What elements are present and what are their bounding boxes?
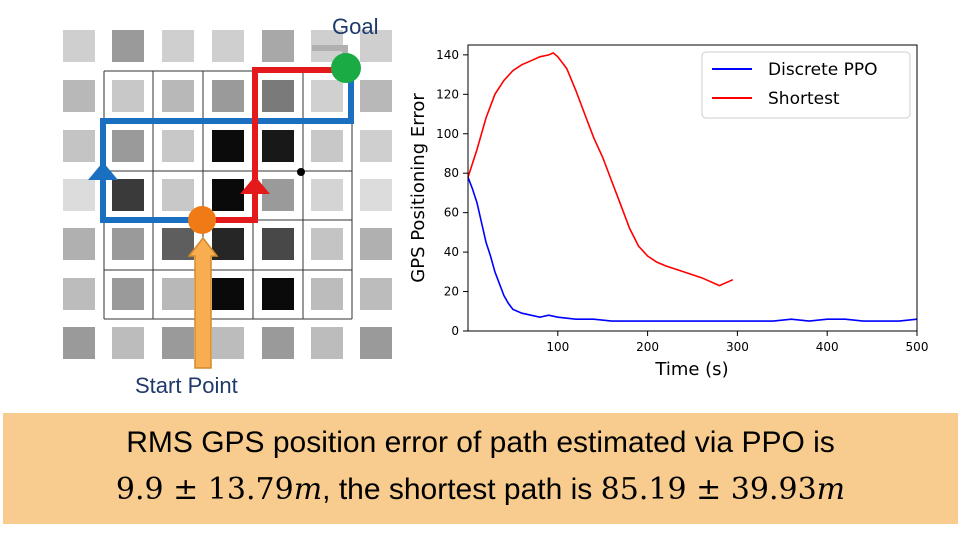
grid-cell	[112, 228, 144, 260]
x-tick-label: 200	[636, 340, 659, 354]
grid-cell	[262, 80, 294, 112]
grid-cell	[360, 179, 392, 211]
grid-cell	[212, 327, 244, 359]
grid-cell	[63, 228, 95, 260]
y-tick-label: 40	[444, 245, 459, 259]
ppo-path-arrow	[88, 162, 118, 180]
grid-cell	[360, 80, 392, 112]
grid-cell	[360, 327, 392, 359]
caption-middle-text: , the shortest path is	[322, 473, 593, 506]
grid-cell	[63, 179, 95, 211]
grid-cell	[311, 278, 343, 310]
chart-series	[467, 51, 918, 322]
y-tick-label: 140	[436, 48, 459, 62]
grid-cell	[360, 278, 392, 310]
grid-cell	[262, 278, 294, 310]
shortest-error-value: 85.19 ± 39.93m	[600, 472, 846, 507]
grid-cell	[212, 30, 244, 62]
grid-world-diagram	[63, 30, 392, 369]
marker-dot	[297, 168, 305, 176]
grid-cell	[212, 278, 244, 310]
grid-cell	[63, 80, 95, 112]
grid-cell	[262, 327, 294, 359]
series-line-shortest	[467, 51, 734, 287]
grid-cell	[162, 179, 194, 211]
chart-legend: Discrete PPO Shortest	[701, 51, 911, 119]
grid-cell	[162, 130, 194, 162]
grid-cell	[112, 179, 144, 211]
grid-cell	[311, 228, 343, 260]
y-tick-label: 0	[451, 324, 459, 338]
gps-error-chart: 0 20 40 60 80 100 120 140 100 200 300 400 500 Time …	[408, 44, 928, 380]
start-point-label: Start Point	[135, 373, 238, 398]
grid-cell	[112, 80, 144, 112]
legend-box	[701, 51, 911, 119]
plot-frame	[467, 44, 918, 332]
caption-line-1: RMS GPS position error of path estimated…	[126, 426, 835, 459]
caption-line-2: 9.9 ± 13.79m, the shortest path is 85.19…	[3, 472, 958, 507]
y-tick-label: 80	[444, 166, 459, 180]
x-axis-label: Time (s)	[654, 359, 728, 380]
x-tick-label: 100	[546, 340, 569, 354]
grid-cell	[162, 30, 194, 62]
grid-cell	[311, 327, 343, 359]
grid-cell	[311, 130, 343, 162]
grid-cells	[63, 30, 392, 359]
grid-cell	[212, 130, 244, 162]
y-axis-label: GPS Positioning Error	[408, 93, 429, 283]
grid-cell	[262, 130, 294, 162]
grid-cell	[112, 30, 144, 62]
grid-cell	[360, 228, 392, 260]
x-ticks: 100 200 300 400 500	[546, 331, 928, 354]
ppo-path	[100, 70, 354, 223]
grid-cell	[63, 327, 95, 359]
shortest-path-arrow	[240, 176, 270, 194]
shortest-path	[203, 67, 346, 223]
grid-cell	[162, 80, 194, 112]
grid-cell	[262, 30, 294, 62]
y-tick-label: 60	[444, 206, 459, 220]
y-tick-label: 100	[436, 127, 459, 141]
legend-label-ppo: Discrete PPO	[768, 60, 878, 80]
grid-cell	[212, 228, 244, 260]
grid-cell	[112, 327, 144, 359]
x-tick-label: 300	[726, 340, 749, 354]
grid-cell	[112, 130, 144, 162]
grid-cell	[162, 327, 194, 359]
grid-cell	[112, 278, 144, 310]
grid-cell	[360, 30, 392, 62]
legend-label-shortest: Shortest	[768, 89, 840, 109]
goal-label: Goal	[332, 14, 379, 39]
y-ticks: 0 20 40 60 80 100 120 140	[436, 48, 468, 338]
y-tick-label: 120	[436, 87, 459, 101]
grid-cell	[311, 179, 343, 211]
grid-cell	[262, 228, 294, 260]
grid-cell	[162, 278, 194, 310]
start-marker	[188, 206, 216, 234]
grid-cell	[63, 278, 95, 310]
grid-cell	[311, 80, 343, 112]
y-tick-label: 20	[444, 285, 459, 299]
ppo-error-value: 9.9 ± 13.79m	[115, 472, 323, 507]
series-line-ppo	[467, 176, 918, 322]
grid-cell	[212, 179, 244, 211]
grid-cell	[63, 30, 95, 62]
x-tick-label: 400	[816, 340, 839, 354]
result-caption: RMS GPS position error of path estimated…	[3, 413, 958, 524]
grid-cell	[63, 130, 95, 162]
start-arrow	[187, 236, 219, 369]
goal-marker	[331, 53, 361, 83]
grid-cell	[262, 179, 294, 211]
x-tick-label: 500	[906, 340, 929, 354]
grid-cell	[162, 228, 194, 260]
grid-cell	[360, 130, 392, 162]
grid-cell	[212, 80, 244, 112]
